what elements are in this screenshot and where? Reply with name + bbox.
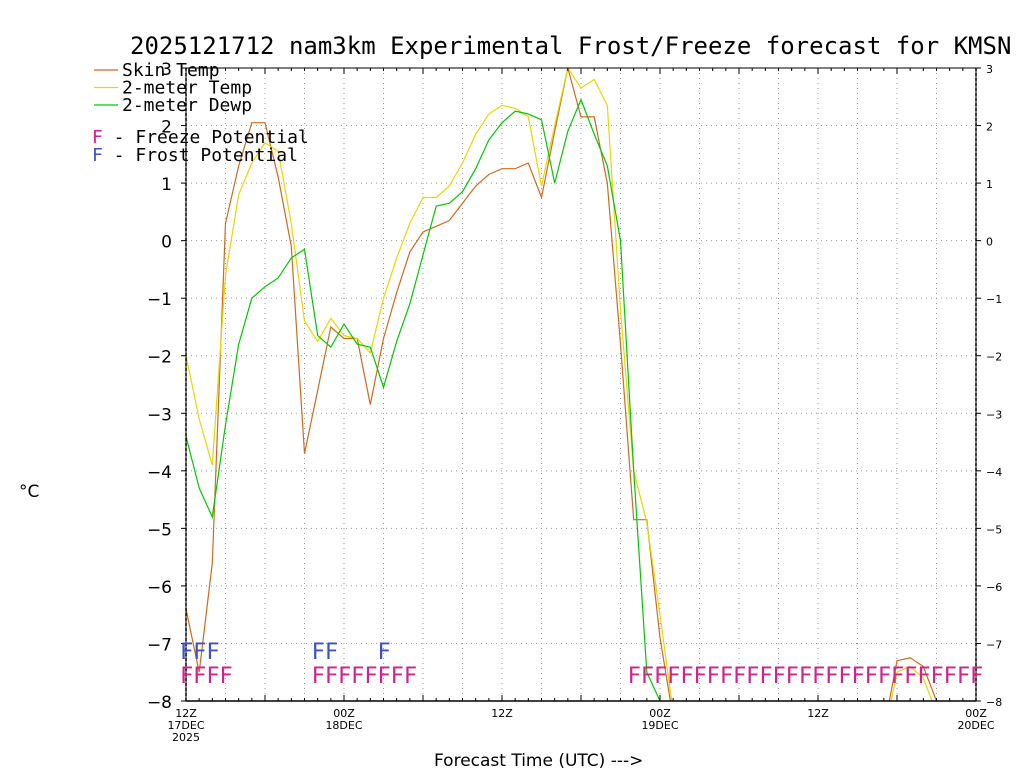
- y-tick-label-left: 1: [161, 175, 172, 195]
- y-tick-label-left: 3: [161, 60, 172, 80]
- y-tick-label-right: −7: [986, 638, 1002, 651]
- y-tick-label-left: −8: [147, 693, 172, 713]
- freeze-marker: F: [759, 664, 772, 689]
- y-tick-label-right: 1: [986, 178, 993, 191]
- freeze-marker: F: [944, 664, 957, 689]
- x-axis-label: Forecast Time (UTC) --->: [434, 751, 643, 768]
- series-line-2-meter-dewp: [186, 97, 661, 701]
- freeze-marker: F: [351, 664, 364, 689]
- x-tick-label: 2025: [172, 731, 200, 744]
- frost-marker: F: [312, 640, 325, 665]
- y-tick-label-right: −8: [986, 696, 1002, 709]
- freeze-marker: F: [391, 664, 404, 689]
- y-axis-label: °C: [19, 482, 39, 502]
- freeze-marker: F: [364, 664, 377, 689]
- legend-label: 2-meter Dewp: [122, 95, 252, 116]
- freeze-marker: F: [799, 664, 812, 689]
- y-tick-label-right: 0: [986, 236, 993, 249]
- x-tick-label: 12Z: [807, 707, 829, 720]
- frost-marker: F: [180, 640, 193, 665]
- y-tick-label-right: −1: [986, 293, 1002, 306]
- chart-title: 2025121712 nam3km Experimental Frost/Fre…: [130, 32, 1011, 60]
- freeze-marker: F: [720, 664, 733, 689]
- freeze-marker: F: [904, 664, 917, 689]
- y-tick-label-left: 2: [161, 118, 172, 138]
- legend-label: Skin Temp: [122, 60, 220, 81]
- y-tick-label-right: −2: [986, 351, 1002, 364]
- freeze-marker: F: [838, 664, 851, 689]
- y-tick-label-left: −5: [147, 520, 172, 540]
- freeze-marker: F: [220, 664, 233, 689]
- y-tick-label-right: 3: [986, 63, 993, 76]
- freeze-marker: F: [812, 664, 825, 689]
- y-tick-label-left: −4: [147, 463, 172, 483]
- freeze-marker: F: [338, 664, 351, 689]
- freeze-marker: F: [404, 664, 417, 689]
- y-tick-label-left: −1: [147, 290, 172, 310]
- y-tick-label-right: 2: [986, 121, 993, 134]
- freeze-marker: F: [206, 664, 219, 689]
- y-tick-label-left: −2: [147, 348, 172, 368]
- series-lines: [186, 68, 938, 701]
- y-tick-label-left: −6: [147, 578, 172, 598]
- x-tick-label: 20DEC: [957, 719, 994, 732]
- x-tick-label: 18DEC: [325, 719, 362, 732]
- gridlines: [186, 67, 976, 702]
- frost-marker: F: [378, 640, 391, 665]
- y-tick-label-right: −4: [986, 466, 1002, 479]
- freeze-marker: F: [852, 664, 865, 689]
- freeze-marker: F: [628, 664, 641, 689]
- y-tick-label-right: −5: [986, 523, 1002, 536]
- freeze-marker: F: [193, 664, 206, 689]
- y-tick-label-left: 0: [161, 233, 172, 253]
- freeze-marker: F: [878, 664, 891, 689]
- freeze-marker: F: [957, 664, 970, 689]
- freeze-marker: F: [786, 664, 799, 689]
- series-line-skin-temp: [186, 68, 938, 701]
- potential-markers: F F F F F FF F F F F F F F F F F F F F F F F F F F F F F F F F F F F F F F F F…: [180, 640, 983, 689]
- series-line-2-meter-temp: [186, 68, 933, 701]
- freeze-marker: F: [667, 664, 680, 689]
- freeze-marker: F: [931, 664, 944, 689]
- y-tick-label-right: −6: [986, 581, 1002, 594]
- freeze-marker: F: [917, 664, 930, 689]
- x-tick-label: 19DEC: [641, 719, 678, 732]
- freeze-marker: F: [680, 664, 693, 689]
- freeze-marker: F: [773, 664, 786, 689]
- y-axis-ticks: −8 −8 −7 −7 −6 −6 −5 −5 −4 −4 −3 −3 −2 −2 −1 −1 0 0 1 1 2 2 3 3: [147, 60, 1002, 713]
- freeze-marker: F: [325, 664, 338, 689]
- x-tick-label: 00Z: [649, 707, 671, 720]
- potential-legend-label: F - Freeze Potential: [92, 127, 309, 148]
- freeze-marker: F: [865, 664, 878, 689]
- y-tick-label-right: −3: [986, 408, 1002, 421]
- freeze-marker: F: [707, 664, 720, 689]
- x-tick-label: 00Z: [333, 707, 355, 720]
- freeze-marker: F: [746, 664, 759, 689]
- freeze-marker: F: [654, 664, 667, 689]
- legend-label: 2-meter Temp: [122, 78, 252, 99]
- x-tick-label: 12Z: [175, 707, 197, 720]
- freeze-marker: F: [641, 664, 654, 689]
- frost-marker: F: [193, 640, 206, 665]
- potential-legend-label: F - Frost Potential: [92, 145, 298, 166]
- freeze-marker: F: [312, 664, 325, 689]
- frost-marker: F: [206, 640, 219, 665]
- freeze-marker: F: [378, 664, 391, 689]
- frost-marker: F: [325, 640, 338, 665]
- freeze-marker: F: [694, 664, 707, 689]
- freeze-marker: F: [733, 664, 746, 689]
- freeze-marker: F: [970, 664, 983, 689]
- freeze-marker: F: [825, 664, 838, 689]
- y-tick-label-left: −7: [147, 635, 172, 655]
- x-tick-label: 12Z: [491, 707, 513, 720]
- freeze-marker: F: [891, 664, 904, 689]
- freeze-marker: F: [180, 664, 193, 689]
- x-tick-label: 00Z: [965, 707, 987, 720]
- plot-frame: [185, 67, 977, 702]
- y-tick-label-left: −3: [147, 405, 172, 425]
- x-tick-label: 17DEC: [167, 719, 204, 732]
